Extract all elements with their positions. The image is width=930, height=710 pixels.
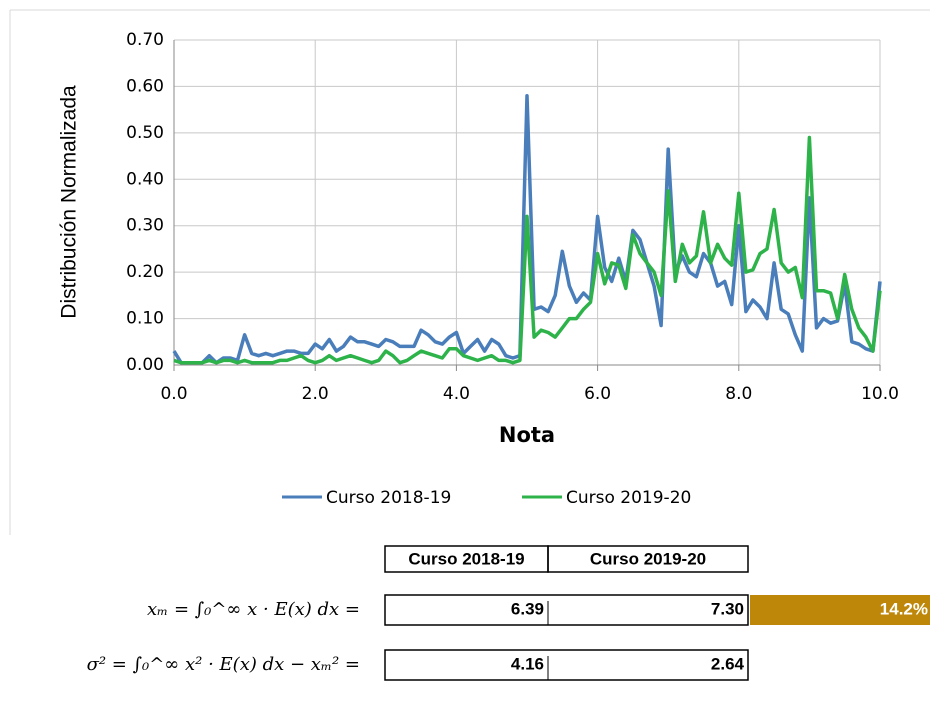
formula: xₘ = ∫₀^∞ x · E(x) dx = bbox=[147, 599, 360, 620]
y-tick-label: 0.20 bbox=[126, 262, 164, 282]
cell-value: 7.30 bbox=[711, 599, 744, 618]
series-line bbox=[173, 135, 882, 365]
y-tick-label: 0.40 bbox=[126, 169, 164, 189]
x-tick-label: 4.0 bbox=[443, 384, 470, 404]
change-cell bbox=[750, 595, 930, 625]
y-tick-label: 0.10 bbox=[126, 309, 164, 329]
legend-label: Curso 2019-20 bbox=[566, 488, 691, 508]
header-cell bbox=[547, 545, 749, 573]
x-axis-title: Nota bbox=[499, 423, 555, 447]
change-value: 14.2% bbox=[880, 599, 928, 618]
legend-label: Curso 2018-19 bbox=[326, 488, 451, 508]
y-tick-label: 0.50 bbox=[126, 123, 164, 143]
cell-value: 4.16 bbox=[511, 654, 544, 673]
x-tick-label: 0.0 bbox=[160, 384, 187, 404]
x-tick-label: 6.0 bbox=[584, 384, 611, 404]
y-tick-label: 0.60 bbox=[126, 76, 164, 96]
series-line bbox=[172, 93, 882, 365]
y-tick-label: 0.70 bbox=[126, 30, 164, 50]
cell-value: 2.64 bbox=[711, 654, 745, 673]
header-text: Curso 2018-19 bbox=[408, 549, 524, 568]
header-text: Curso 2019-20 bbox=[590, 549, 706, 568]
y-tick-label: 0.30 bbox=[126, 216, 164, 236]
row-box bbox=[384, 649, 749, 681]
formula: σ² = ∫₀^∞ x² · E(x) dx − xₘ² = bbox=[87, 654, 360, 675]
x-tick-label: 8.0 bbox=[725, 384, 752, 404]
y-axis-title: Distribución Normalizada bbox=[58, 85, 81, 319]
row-box bbox=[384, 594, 749, 626]
x-tick-label: 10.0 bbox=[861, 384, 899, 404]
x-tick-label: 2.0 bbox=[302, 384, 329, 404]
cell-value: 6.39 bbox=[511, 599, 544, 618]
y-tick-label: 0.00 bbox=[126, 355, 164, 375]
